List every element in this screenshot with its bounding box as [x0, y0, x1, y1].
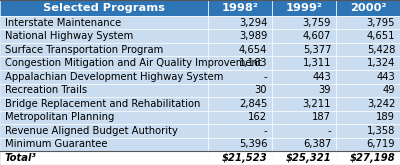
- Bar: [272, 83, 336, 97]
- Text: 30: 30: [255, 85, 267, 95]
- Text: Minimum Guarantee: Minimum Guarantee: [5, 139, 107, 149]
- Bar: [272, 151, 336, 165]
- Bar: [336, 29, 400, 43]
- Bar: [272, 111, 336, 124]
- Text: 6,719: 6,719: [366, 139, 395, 149]
- Text: Interstate Maintenance: Interstate Maintenance: [5, 18, 121, 28]
- Bar: [0, 16, 208, 29]
- Bar: [208, 70, 272, 83]
- Bar: [208, 29, 272, 43]
- Text: -: -: [264, 126, 267, 136]
- Bar: [0, 151, 208, 165]
- Text: Congestion Mitigation and Air Quality Improvement: Congestion Mitigation and Air Quality Im…: [5, 58, 262, 68]
- Bar: [0, 83, 208, 97]
- Bar: [336, 97, 400, 111]
- Bar: [0, 29, 208, 43]
- Bar: [0, 138, 208, 151]
- Bar: [336, 0, 400, 16]
- Text: 6,387: 6,387: [303, 139, 331, 149]
- Bar: [208, 124, 272, 138]
- Bar: [272, 16, 336, 29]
- Bar: [208, 151, 272, 165]
- Text: 3,294: 3,294: [239, 18, 267, 28]
- Text: -: -: [264, 72, 267, 82]
- Bar: [272, 43, 336, 56]
- Text: Total³: Total³: [5, 153, 36, 163]
- Bar: [336, 124, 400, 138]
- Bar: [336, 43, 400, 56]
- Text: 49: 49: [382, 85, 395, 95]
- Text: -: -: [328, 126, 331, 136]
- Text: Selected Programs: Selected Programs: [43, 3, 165, 13]
- Text: 4,607: 4,607: [303, 31, 331, 41]
- Bar: [336, 16, 400, 29]
- Text: $27,198: $27,198: [350, 153, 395, 163]
- Text: 443: 443: [376, 72, 395, 82]
- Bar: [336, 56, 400, 70]
- Bar: [208, 97, 272, 111]
- Text: 1,311: 1,311: [303, 58, 331, 68]
- Bar: [0, 0, 208, 16]
- Text: Metropolitan Planning: Metropolitan Planning: [5, 112, 114, 122]
- Bar: [208, 16, 272, 29]
- Text: 5,377: 5,377: [303, 45, 331, 55]
- Text: 1998²: 1998²: [222, 3, 258, 13]
- Bar: [0, 111, 208, 124]
- Text: Surface Transportation Program: Surface Transportation Program: [5, 45, 163, 55]
- Bar: [208, 0, 272, 16]
- Text: 1999²: 1999²: [286, 3, 322, 13]
- Bar: [208, 111, 272, 124]
- Bar: [336, 151, 400, 165]
- Text: National Highway System: National Highway System: [5, 31, 133, 41]
- Bar: [272, 124, 336, 138]
- Bar: [272, 56, 336, 70]
- Bar: [272, 70, 336, 83]
- Bar: [0, 43, 208, 56]
- Bar: [0, 124, 208, 138]
- Text: Appalachian Development Highway System: Appalachian Development Highway System: [5, 72, 223, 82]
- Text: 443: 443: [312, 72, 331, 82]
- Text: 3,211: 3,211: [303, 99, 331, 109]
- Text: $25,321: $25,321: [286, 153, 331, 163]
- Text: Revenue Aligned Budget Authority: Revenue Aligned Budget Authority: [5, 126, 178, 136]
- Bar: [336, 111, 400, 124]
- Text: 189: 189: [376, 112, 395, 122]
- Text: 4,651: 4,651: [367, 31, 395, 41]
- Text: 3,795: 3,795: [367, 18, 395, 28]
- Text: 3,242: 3,242: [367, 99, 395, 109]
- Text: 39: 39: [318, 85, 331, 95]
- Bar: [208, 138, 272, 151]
- Bar: [336, 83, 400, 97]
- Text: 1,163: 1,163: [239, 58, 267, 68]
- Text: Recreation Trails: Recreation Trails: [5, 85, 87, 95]
- Bar: [208, 83, 272, 97]
- Text: 3,759: 3,759: [303, 18, 331, 28]
- Bar: [272, 97, 336, 111]
- Text: 5,428: 5,428: [367, 45, 395, 55]
- Text: 162: 162: [248, 112, 267, 122]
- Bar: [0, 56, 208, 70]
- Text: Bridge Replacement and Rehabilitation: Bridge Replacement and Rehabilitation: [5, 99, 200, 109]
- Bar: [336, 138, 400, 151]
- Bar: [208, 56, 272, 70]
- Bar: [0, 70, 208, 83]
- Text: 1,324: 1,324: [367, 58, 395, 68]
- Text: 2,845: 2,845: [239, 99, 267, 109]
- Text: $21,523: $21,523: [222, 153, 267, 163]
- Bar: [208, 43, 272, 56]
- Bar: [272, 138, 336, 151]
- Text: 4,654: 4,654: [239, 45, 267, 55]
- Text: 187: 187: [312, 112, 331, 122]
- Bar: [272, 29, 336, 43]
- Text: 2000²: 2000²: [350, 3, 386, 13]
- Text: 5,396: 5,396: [239, 139, 267, 149]
- Bar: [336, 70, 400, 83]
- Bar: [272, 0, 336, 16]
- Text: 1,358: 1,358: [367, 126, 395, 136]
- Bar: [0, 97, 208, 111]
- Text: 3,989: 3,989: [239, 31, 267, 41]
